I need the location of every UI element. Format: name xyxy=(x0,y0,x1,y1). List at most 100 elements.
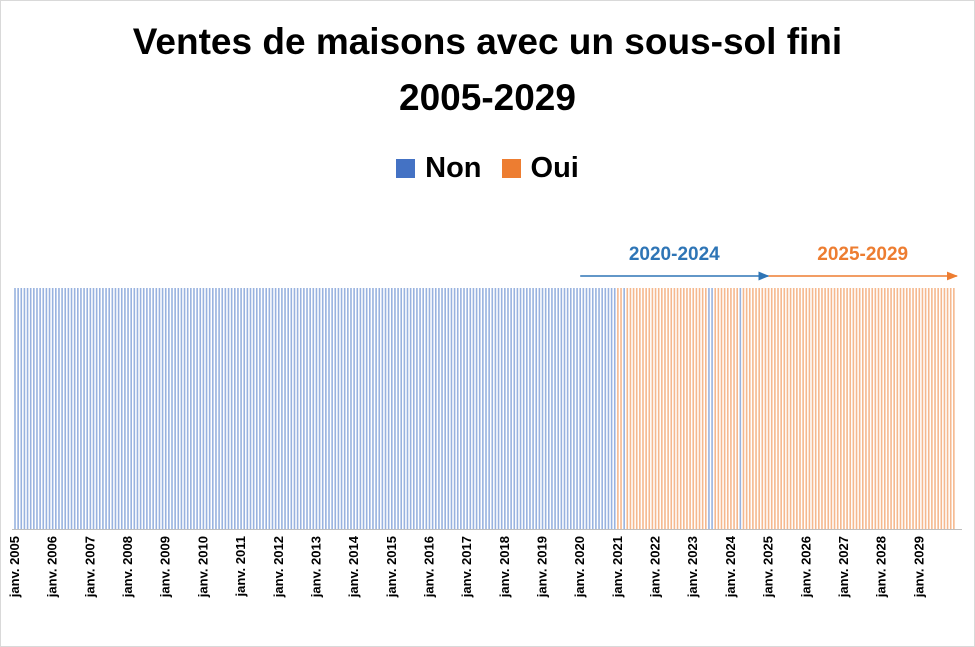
bar-non-2014-01 xyxy=(353,288,355,529)
bar-oui-2022-07 xyxy=(673,288,676,529)
bar-non-2017-08 xyxy=(488,288,490,529)
bar-oui-2025-11 xyxy=(799,288,801,529)
bar-non-2016-10 xyxy=(456,288,459,529)
bar-non-2018-05 xyxy=(516,288,519,529)
bar-non-2006-12 xyxy=(86,288,89,529)
bar-non-2016-05 xyxy=(441,288,443,529)
bar-oui-2022-12 xyxy=(689,288,691,529)
bar-non-2007-01 xyxy=(89,288,92,529)
bar-oui-2027-09 xyxy=(868,288,870,529)
bar-oui-2026-11 xyxy=(836,288,839,529)
bar-non-2005-11 xyxy=(45,288,48,529)
bar-oui-2026-10 xyxy=(833,288,836,529)
bar-non-2019-06 xyxy=(557,288,560,529)
bar-non-2015-10 xyxy=(419,288,421,529)
bar-non-2020-02 xyxy=(582,288,585,529)
bar-non-2009-08 xyxy=(186,288,189,529)
legend-entry-non: Non xyxy=(396,152,482,185)
bar-oui-2027-12 xyxy=(877,288,880,529)
bar-oui-2028-09 xyxy=(905,288,908,529)
bar-non-2016-01 xyxy=(428,288,431,529)
bar-non-2011-02 xyxy=(243,288,246,529)
bar-non-2006-01 xyxy=(51,288,54,529)
x-tick-label: janv. 2015 xyxy=(384,536,399,598)
bar-non-2019-07 xyxy=(560,288,563,529)
bar-non-2014-11 xyxy=(384,288,387,529)
bar-non-2019-02 xyxy=(544,288,547,529)
bar-oui-2027-05 xyxy=(855,288,858,529)
x-tick-label: janv. 2026 xyxy=(798,536,813,598)
bar-non-2010-01 xyxy=(202,288,205,529)
bar-oui-2022-02 xyxy=(657,288,660,529)
bar-non-2018-08 xyxy=(526,288,528,529)
x-tick-label: janv. 2007 xyxy=(82,536,97,598)
legend-entry-oui: Oui xyxy=(501,152,579,185)
bar-non-2017-05 xyxy=(478,288,481,529)
bar-oui-2025-01 xyxy=(767,288,770,529)
bar-oui-2022-08 xyxy=(676,288,679,529)
bar-non-2010-06 xyxy=(218,288,220,529)
bar-oui-2029-05 xyxy=(931,288,933,529)
bar-oui-2024-05 xyxy=(742,288,745,529)
bar-oui-2027-06 xyxy=(858,288,861,529)
bar-non-2016-11 xyxy=(460,288,462,529)
bar-non-2015-03 xyxy=(397,288,399,529)
bar-non-2005-03 xyxy=(20,288,23,529)
x-tick-labels: janv. 2005 janv. 2006 janv. 2007 janv. 2008… xyxy=(7,535,926,598)
bar-non-2012-12 xyxy=(312,288,315,529)
bar-non-2009-02 xyxy=(168,288,170,529)
bar-non-2008-02 xyxy=(130,288,132,529)
bar-non-2010-08 xyxy=(224,288,227,529)
bar-non-2009-01 xyxy=(164,288,167,529)
bar-non-2021-03 xyxy=(623,288,625,529)
bar-non-2019-08 xyxy=(563,288,566,529)
bar-non-2018-01 xyxy=(504,288,506,529)
bar-oui-2025-08 xyxy=(789,288,792,529)
bar-non-2014-02 xyxy=(356,288,359,529)
bar-oui-2026-12 xyxy=(840,288,842,529)
bar-oui-2024-08 xyxy=(752,288,754,529)
bar-oui-2021-05 xyxy=(629,288,632,529)
bar-oui-2025-12 xyxy=(802,288,804,529)
bar-non-2017-07 xyxy=(485,288,487,529)
bar-non-2018-06 xyxy=(519,288,522,529)
bar-non-2012-11 xyxy=(309,288,311,529)
bar-non-2015-08 xyxy=(412,288,415,529)
bar-non-2015-01 xyxy=(391,288,393,529)
bar-oui-2027-02 xyxy=(846,288,848,529)
bar-oui-2027-04 xyxy=(852,288,855,529)
bar-non-2020-10 xyxy=(607,288,610,529)
x-tick-label: janv. 2005 xyxy=(7,536,22,598)
bar-oui-2025-07 xyxy=(786,288,789,529)
x-tick-label: janv. 2018 xyxy=(497,536,512,598)
bar-non-2012-04 xyxy=(287,288,289,529)
bar-non-2016-06 xyxy=(444,288,446,529)
bar-non-2007-06 xyxy=(105,288,107,529)
bar-non-2018-11 xyxy=(535,288,538,529)
bar-non-2006-04 xyxy=(61,288,63,529)
bar-non-2013-10 xyxy=(343,288,346,529)
bar-oui-2027-07 xyxy=(862,288,864,529)
bar-oui-2028-11 xyxy=(912,288,914,529)
bar-non-2020-03 xyxy=(585,288,588,529)
bar-oui-2023-01 xyxy=(692,288,695,529)
bar-non-2014-07 xyxy=(372,288,374,529)
annotations-layer: 2020-2024 2025-2029 xyxy=(580,244,959,281)
bar-non-2016-04 xyxy=(438,288,440,529)
bar-non-2010-09 xyxy=(227,288,230,529)
bar-non-2019-04 xyxy=(551,288,553,529)
bar-non-2014-05 xyxy=(365,288,368,529)
bar-non-2012-01 xyxy=(277,288,280,529)
bar-oui-2023-09 xyxy=(717,288,720,529)
bar-oui-2029-03 xyxy=(924,288,927,529)
bar-oui-2028-01 xyxy=(880,288,883,529)
bar-oui-2022-01 xyxy=(654,288,657,529)
bar-non-2005-12 xyxy=(48,288,51,529)
bar-oui-2022-09 xyxy=(679,288,682,529)
bar-non-2014-04 xyxy=(362,288,365,529)
x-tick-label: janv. 2016 xyxy=(422,536,437,598)
bar-non-2015-09 xyxy=(416,288,418,529)
bar-non-2015-06 xyxy=(406,288,409,529)
bar-non-2020-07 xyxy=(598,288,600,529)
